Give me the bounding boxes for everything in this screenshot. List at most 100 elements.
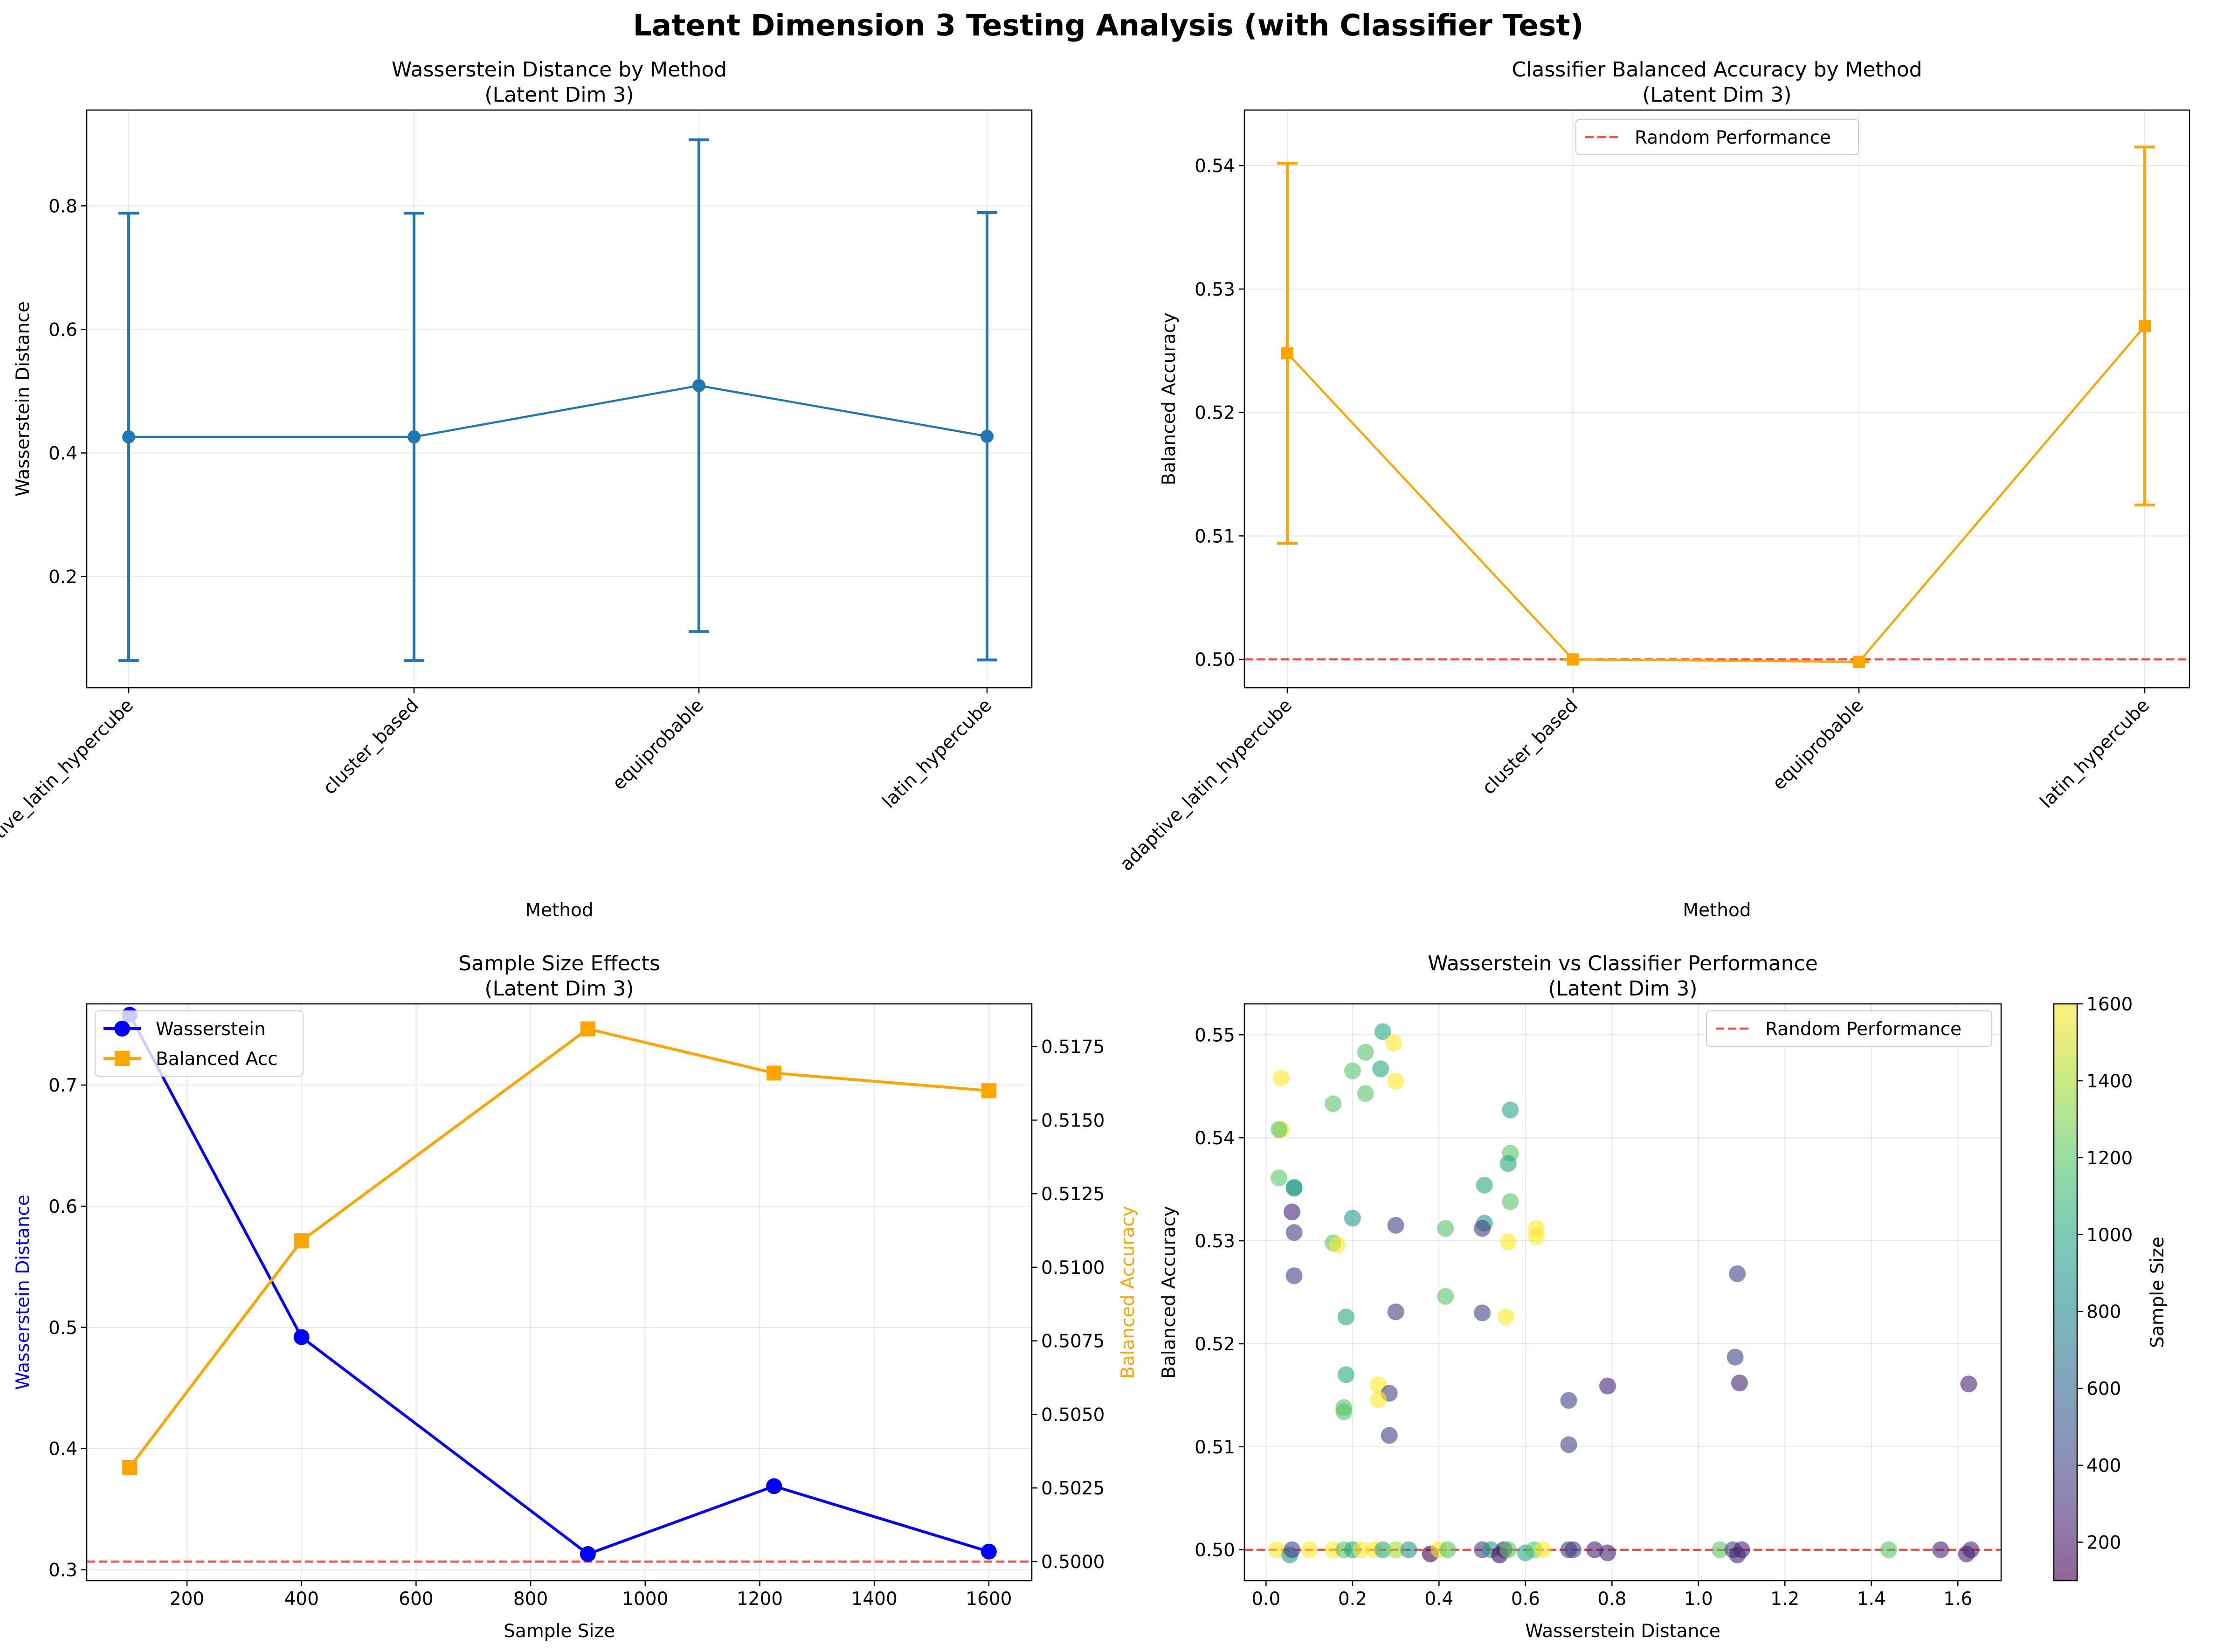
- data-point: [407, 430, 421, 443]
- x-tick-label: cluster_based: [319, 695, 423, 799]
- panel-title: Wasserstein Distance by Method: [392, 58, 727, 82]
- scatter-point: [1285, 1267, 1303, 1285]
- x-axis-label: Sample Size: [504, 1621, 615, 1642]
- scatter-point: [1337, 1308, 1354, 1326]
- data-point: [122, 430, 135, 443]
- colorbar: [2054, 1004, 2077, 1581]
- y-right-tick-label: 0.5100: [1041, 1258, 1105, 1279]
- scatter-point: [1357, 1085, 1374, 1102]
- scatter-point: [1437, 1220, 1454, 1237]
- x-tick-label: 800: [513, 1589, 548, 1610]
- x-tick-label: equiprobable: [1768, 695, 1868, 794]
- x-tick-label: 1.4: [1857, 1589, 1886, 1610]
- wasserstein-point: [293, 1329, 310, 1345]
- panel-subtitle: (Latent Dim 3): [1548, 977, 1697, 1001]
- legend-label: Random Performance: [1765, 1019, 1961, 1040]
- colorbar-tick-label: 1600: [2086, 994, 2133, 1015]
- x-tick-label: 400: [284, 1589, 318, 1610]
- y-axis-label: Balanced Accuracy: [1159, 1206, 1180, 1379]
- balanced-acc-point: [122, 1460, 138, 1475]
- x-axis-label: Method: [525, 900, 593, 921]
- y-right-tick-label: 0.5150: [1041, 1110, 1105, 1131]
- scatter-point: [1387, 1217, 1404, 1234]
- y-tick-label: 0.6: [48, 319, 77, 340]
- y-right-tick-label: 0.5000: [1041, 1552, 1105, 1573]
- x-tick-label: 200: [170, 1589, 204, 1610]
- scatter-point: [1353, 1541, 1370, 1558]
- x-tick-label: equiprobable: [608, 695, 708, 794]
- x-tick-label: 1.2: [1770, 1589, 1799, 1610]
- scatter-point: [1370, 1391, 1387, 1408]
- x-tick-label: 1000: [622, 1589, 668, 1610]
- legend-box: [1706, 1010, 1992, 1047]
- x-tick-label: 0.0: [1251, 1589, 1280, 1610]
- data-point: [1567, 653, 1579, 666]
- figure-title: Latent Dimension 3 Testing Analysis (wit…: [633, 8, 1584, 42]
- scatter-point: [1564, 1541, 1582, 1558]
- scatter-point: [1329, 1236, 1346, 1253]
- colorbar-tick-label: 600: [2086, 1379, 2121, 1400]
- scatter-point: [1400, 1541, 1417, 1558]
- data-point: [981, 429, 994, 443]
- scatter-point: [1962, 1541, 1980, 1558]
- x-tick-label: 1600: [966, 1589, 1012, 1610]
- y-tick-label: 0.4: [48, 1439, 77, 1460]
- scatter-point: [1474, 1304, 1491, 1321]
- y-tick-label: 0.51: [1195, 526, 1235, 547]
- x-axis-label: Wasserstein Distance: [1525, 1621, 1720, 1642]
- x-tick-label: 1400: [851, 1589, 898, 1610]
- wasserstein-point: [981, 1543, 997, 1560]
- x-tick-label: 0.4: [1424, 1589, 1453, 1610]
- legend-label: Wasserstein: [156, 1019, 266, 1040]
- colorbar-tick-label: 1000: [2086, 1225, 2133, 1246]
- y-tick-label: 0.50: [1195, 1540, 1235, 1561]
- scatter-point: [1284, 1203, 1301, 1221]
- colorbar-label: Sample Size: [2147, 1237, 2168, 1348]
- colorbar-tick-label: 800: [2086, 1302, 2121, 1323]
- y-tick-label: 0.7: [48, 1075, 77, 1096]
- scatter-point: [1729, 1265, 1746, 1282]
- scatter-point: [1727, 1348, 1744, 1366]
- scatter-point: [1733, 1541, 1750, 1558]
- scatter-point: [1498, 1308, 1515, 1326]
- scatter-point: [1325, 1095, 1342, 1113]
- y-right-tick-label: 0.5050: [1041, 1404, 1105, 1425]
- scatter-point: [1271, 1121, 1288, 1138]
- x-tick-label: 0.2: [1338, 1589, 1367, 1610]
- x-tick-label: cluster_based: [1478, 695, 1582, 799]
- colorbar-frame: [2053, 1003, 2078, 1582]
- y-tick-label: 0.52: [1195, 403, 1235, 424]
- scatter-point: [1534, 1541, 1551, 1558]
- y-axis-label: Wasserstein Distance: [13, 301, 34, 497]
- y-axis-label: Wasserstein Distance: [13, 1195, 34, 1390]
- x-tick-label: 1200: [737, 1589, 783, 1610]
- panel-title: Sample Size Effects: [458, 952, 660, 975]
- x-tick-label: latin_hypercube: [878, 695, 996, 812]
- data-point: [692, 379, 705, 393]
- y-tick-label: 0.50: [1195, 650, 1235, 670]
- y-tick-label: 0.6: [48, 1196, 77, 1217]
- colorbar-tick-label: 200: [2086, 1533, 2121, 1554]
- y-tick-label: 0.52: [1195, 1334, 1235, 1355]
- scatter-point: [1476, 1176, 1493, 1194]
- scatter-point: [1474, 1220, 1491, 1237]
- scatter-point: [1374, 1023, 1391, 1040]
- scatter-point: [1499, 1541, 1517, 1558]
- panel-3-axes: [86, 1003, 1033, 1582]
- legend-marker: [115, 1051, 130, 1066]
- balanced-acc-point: [580, 1021, 595, 1037]
- scatter-point: [1344, 1210, 1361, 1227]
- x-tick-label: 600: [399, 1589, 433, 1610]
- legend-label: Random Performance: [1635, 127, 1831, 148]
- scatter-point: [1960, 1376, 1977, 1393]
- scatter-point: [1712, 1541, 1729, 1558]
- scatter-point: [1285, 1180, 1303, 1197]
- panel-2-axes: [1243, 109, 2190, 689]
- scatter-point: [1357, 1044, 1374, 1061]
- x-tick-label: adaptive_latin_hypercube: [1116, 695, 1296, 875]
- y-right-tick-label: 0.5175: [1041, 1037, 1105, 1058]
- scatter-point: [1528, 1228, 1545, 1245]
- y-tick-label: 0.54: [1195, 1128, 1235, 1149]
- scatter-point: [1586, 1541, 1603, 1558]
- y-tick-label: 0.4: [48, 443, 77, 464]
